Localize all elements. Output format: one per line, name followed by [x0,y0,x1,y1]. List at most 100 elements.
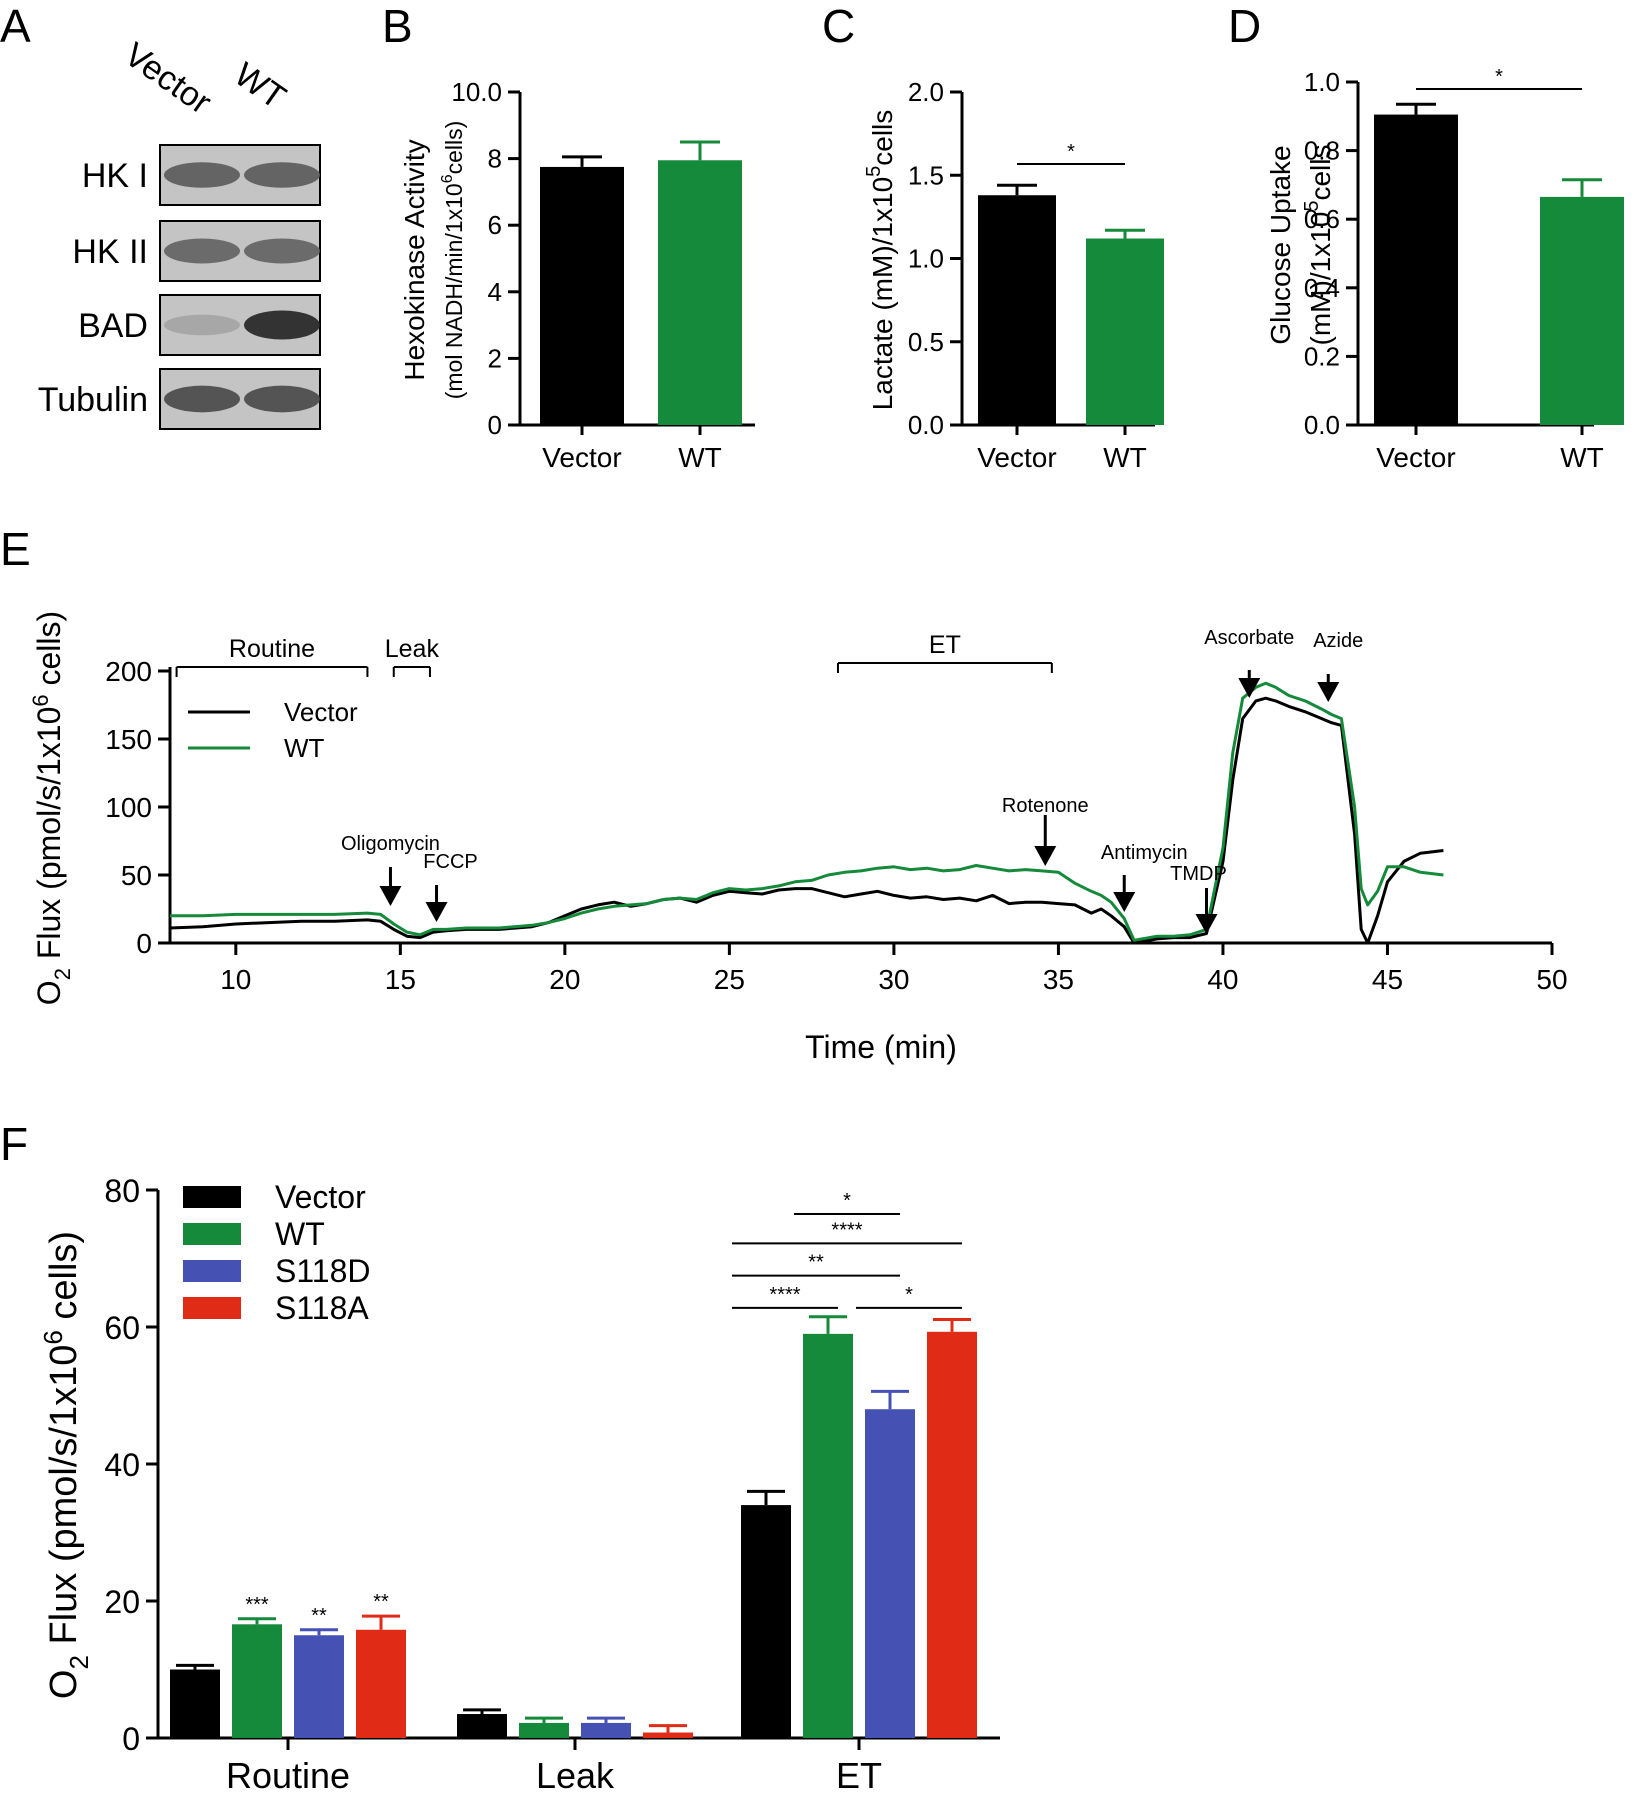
y-axis-title-line2: (mol NADH/min/1x106cells) [439,121,467,400]
x-tick-label-wt: WT [1103,442,1147,473]
series-line-vector [169,696,1444,945]
y-tick-label: 150 [105,724,152,755]
legend-label-wt: WT [275,1216,325,1252]
x-tick-label-vector: Vector [1376,442,1455,473]
blot-band [164,162,240,188]
x-tick-label: 25 [714,964,745,995]
arrow-head [1034,846,1057,866]
y-tick-label: 1.0 [1304,67,1340,97]
x-tick-label-vector: Vector [542,442,621,473]
injection-label: Antimycin [1101,842,1188,864]
blot-band [244,238,320,264]
y-tick-label: 2 [488,343,502,373]
lane-label-wt: WT [227,55,292,116]
bar-group-routine: Routine [170,1614,406,1796]
blot-band [164,314,240,336]
x-tick-label: 10 [220,964,251,995]
panel-b-chart: B 0 2 4 6 8 10.0 Vector WT Hexokinase Activity (mo… [382,0,755,473]
blot-band [244,385,320,413]
blot-band [164,385,240,413]
legend-swatch-s118d [183,1260,241,1282]
bar-wt-leak [519,1722,569,1738]
x-axis-title: Time (min) [805,1029,957,1065]
bar-s118a-et [927,1331,977,1738]
comparison-label: **** [769,1284,800,1306]
blot-bad: BAD [78,294,321,356]
bar-wt [658,160,742,425]
x-tick-label-vector: Vector [977,442,1056,473]
x-tick-label: 15 [385,964,416,995]
injection-label: Oligomycin [341,833,440,855]
panel-a: A Vector WT HK I HK II BAD Tubulin [0,0,321,430]
injection-rotenone: Rotenone [1002,795,1089,866]
panel-letter-c: C [822,0,855,52]
panel-letter-b: B [382,0,413,52]
lane-label-vector: Vector [117,35,218,121]
blot-label: BAD [78,307,148,345]
significance-star: ** [373,1591,389,1613]
x-tick-label: 20 [549,964,580,995]
blot-label: HK II [72,233,148,271]
injection-tmdp: TMDP [1170,863,1227,934]
injection-label: Azide [1313,630,1363,652]
injection-arrow [1034,815,1057,866]
bracket-label: Leak [385,635,440,663]
arrow-head [1238,678,1261,698]
injection-arrow [379,867,402,906]
comparison-label: ** [808,1252,824,1274]
x-tick-label: 45 [1372,964,1403,995]
bracket-label: Routine [229,635,315,663]
bar-vector-et [741,1505,791,1738]
phase-bracket-leak: Leak [385,635,440,677]
injection-arrow [425,885,448,922]
arrow-head [1317,682,1340,702]
panel-letter-f: F [0,1118,28,1170]
y-tick-label: 40 [104,1447,140,1483]
x-tick-label: 50 [1536,964,1567,995]
injection-arrow [1195,888,1218,934]
y-tick-label: 1.5 [908,160,944,190]
bar-vector [978,195,1056,425]
bar-vector [540,166,624,426]
x-tick-label-et: ET [836,1755,882,1796]
x-tick-label-wt: WT [1560,442,1604,473]
x-tick-label: 35 [1043,964,1074,995]
significance-star: * [1495,66,1503,88]
phase-bracket-routine: Routine [175,635,369,677]
blot-band [164,238,240,264]
panel-e-chart: E 0 50 100 150 200 10 15 20 25 30 35 40 45 50 Time (min… [0,523,1568,1065]
legend-label-s118d: S118D [275,1253,370,1289]
panel-letter-e: E [0,523,31,575]
bar-s118a-routine [356,1629,406,1738]
injection-fccp: FCCP [423,851,478,922]
blot-band [244,310,320,340]
y-tick-label: 4 [488,277,502,307]
injection-label: Rotenone [1002,795,1089,817]
y-tick-label: 0.4 [1304,273,1340,303]
arrow-head [1113,892,1136,912]
x-tick-label: 40 [1207,964,1238,995]
legend-swatch-s118a [183,1297,241,1319]
legend-label-vector: Vector [275,1179,366,1215]
y-tick-label: 60 [104,1310,140,1346]
bar-wt-routine [232,1624,282,1738]
significance-star: * [1067,141,1075,163]
legend-label-vector: Vector [284,697,358,727]
comparison-label: * [905,1284,913,1306]
bar-group-et: ET [741,1315,977,1796]
y-tick-label: 0.2 [1304,341,1340,371]
y-tick-label: 0.8 [1304,136,1340,166]
y-axis-title: Lactate (mM)/1x105cells [863,110,898,411]
injection-label: TMDP [1170,863,1227,885]
legend-swatch-wt [183,1223,241,1245]
y-tick-label: 80 [104,1173,140,1209]
y-axis-title: O2 Flux (pmol/s/1x106 cells) [28,611,75,1005]
arrow-head [1195,914,1218,934]
y-axis-title-line2: (mM)/1x105cells [1301,145,1336,346]
x-tick-label-wt: WT [678,442,722,473]
y-tick-label: 6 [488,210,502,240]
panel-d-chart: D 0.0 0.2 0.4 0.6 0.8 1.0 Vector WT * Glucose Upta… [1228,0,1624,473]
y-tick-label: 0.0 [908,410,944,440]
y-tick-label: 100 [105,792,152,823]
